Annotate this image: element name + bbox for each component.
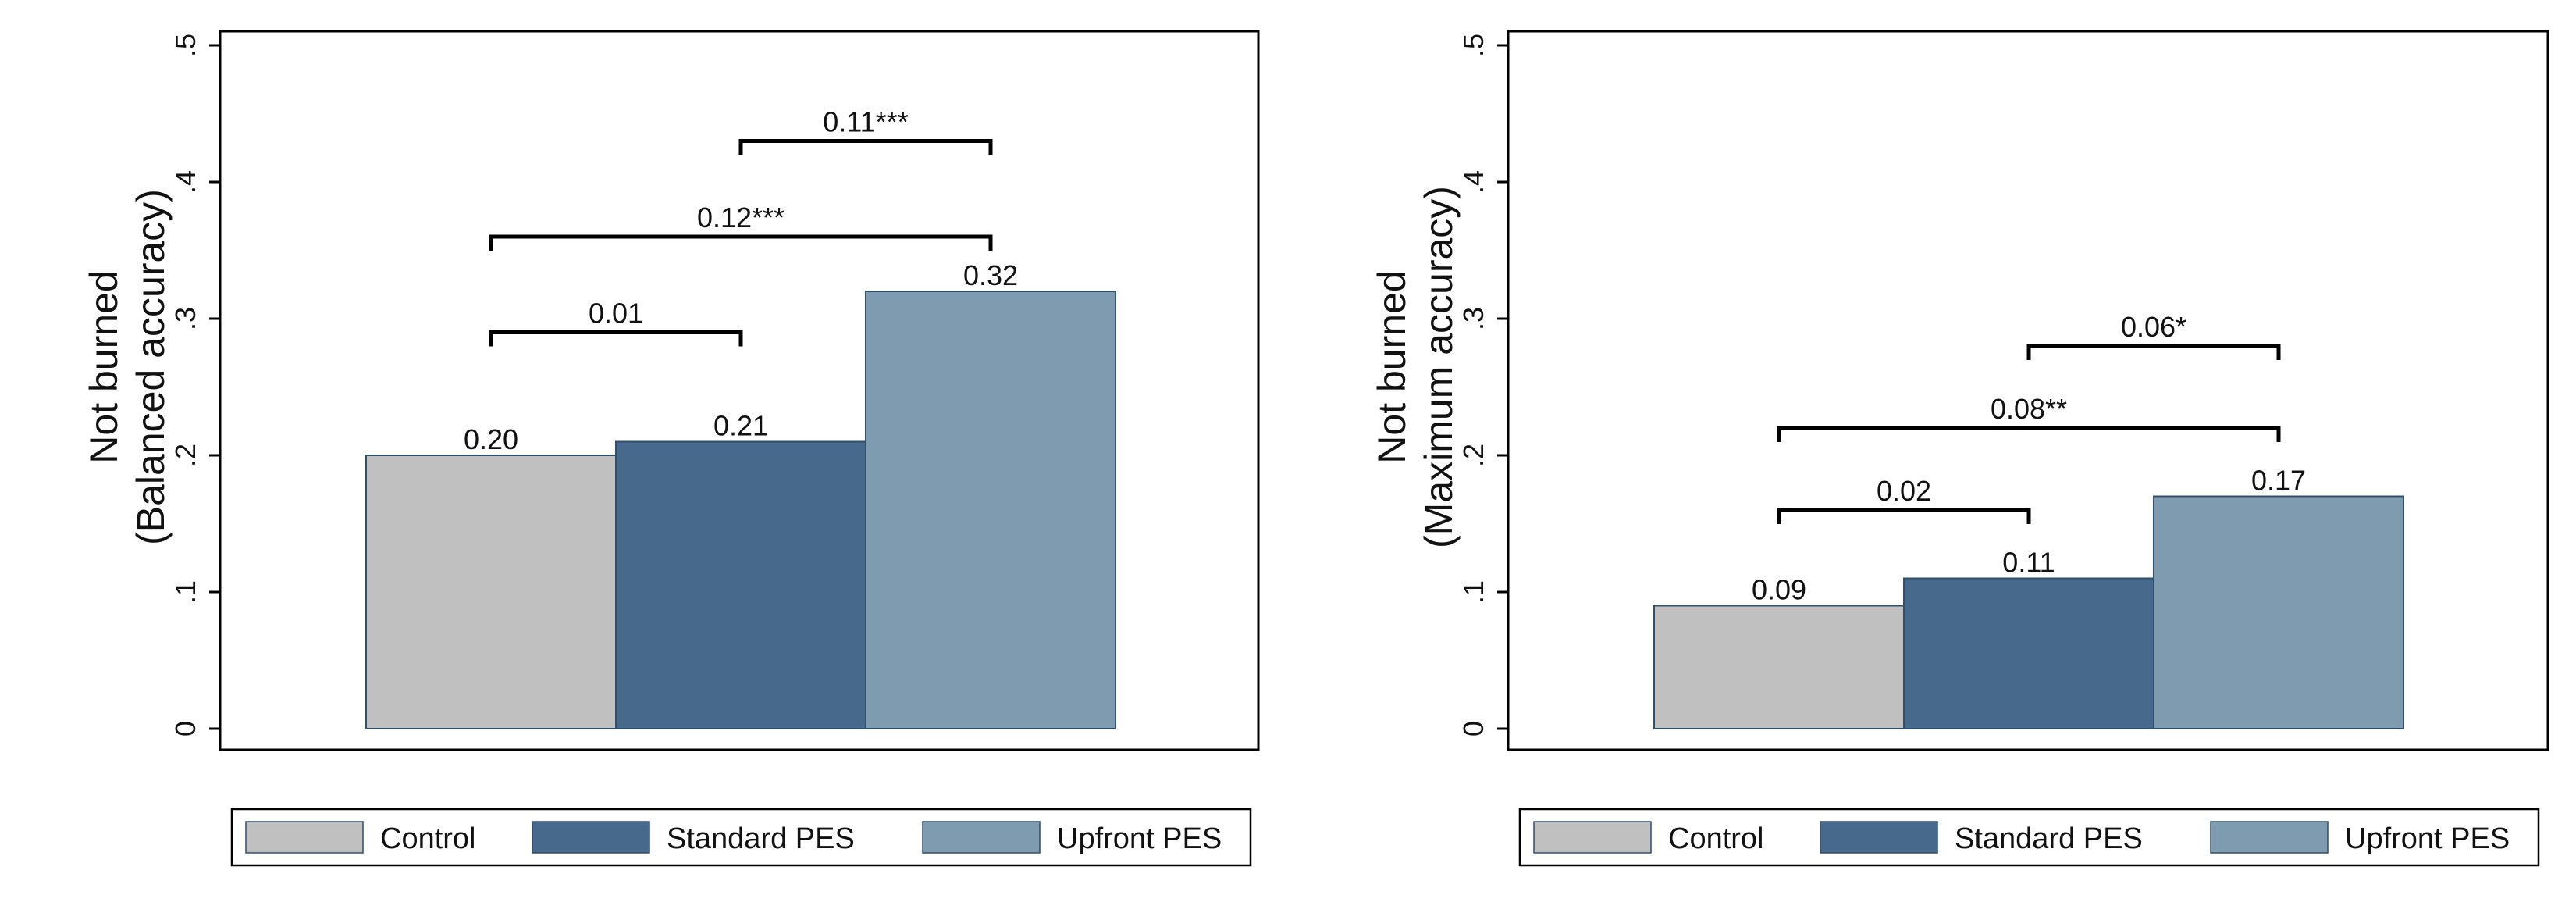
legend: Control Standard PES Upfront PES [230, 808, 1252, 867]
comparison-bracket [489, 234, 993, 251]
comparison-bracket [489, 330, 743, 347]
y-tick-label: .4 [169, 170, 201, 194]
comparison-bracket [1777, 426, 2281, 442]
y-tick-label: .4 [1457, 170, 1489, 194]
legend: Control Standard PES Upfront PES [1518, 808, 2540, 867]
comparison-bracket [2026, 344, 2281, 360]
bar-standard-pes [615, 440, 866, 729]
comparison-label: 0.11*** [823, 106, 908, 138]
bar-value-label: 0.20 [464, 423, 518, 455]
legend-box [230, 808, 1252, 867]
comparison-label: 0.12*** [697, 202, 785, 234]
y-axis-label: (Balanced accuracy) [129, 189, 173, 545]
y-tick-label: .2 [169, 444, 201, 467]
legend-label: Standard PES [667, 822, 855, 855]
plot-frame [219, 30, 1260, 751]
legend-label: Upfront PES [1057, 822, 1222, 855]
comparison-label: 0.06* [2121, 311, 2186, 343]
bar-standard-pes [1903, 577, 2154, 729]
legend-swatch [922, 821, 1041, 854]
bar-value-label: 0.32 [963, 259, 1018, 291]
bar-value-label: 0.11 [2002, 547, 2055, 579]
plot-frame [1507, 30, 2549, 751]
y-tick-label: .5 [1457, 34, 1489, 57]
y-axis-label: Not burned [1370, 270, 1414, 463]
y-tick-label: .3 [169, 307, 201, 330]
legend-label: Control [1668, 822, 1764, 855]
y-tick-label: .3 [1457, 307, 1489, 330]
y-tick-label: .2 [1457, 444, 1489, 467]
bar-upfront-pes [865, 291, 1116, 729]
legend-label: Standard PES [1955, 822, 2143, 855]
bar-upfront-pes [2153, 495, 2404, 729]
bar-value-label: 0.17 [2251, 465, 2306, 497]
y-tick-label: .5 [169, 34, 201, 57]
y-tick-label: .1 [169, 580, 201, 604]
y-axis-label: (Maximum accuracy) [1417, 186, 1461, 548]
legend-swatch [1533, 821, 1652, 854]
bar-value-label: 0.09 [1752, 574, 1806, 606]
bar-control [365, 455, 617, 729]
legend-swatch [245, 821, 364, 854]
comparison-label: 0.01 [589, 298, 643, 330]
y-tick-label: 0 [1457, 721, 1489, 736]
y-tick-label: .1 [1457, 580, 1489, 604]
legend-swatch [1820, 821, 1938, 854]
legend-swatch [532, 821, 650, 854]
comparison-label: 0.02 [1877, 475, 1931, 507]
comparison-label: 0.08** [1991, 393, 2067, 425]
legend-box [1518, 808, 2540, 867]
y-axis-label: Not burned [82, 270, 126, 463]
comparison-bracket [1777, 508, 2031, 524]
chart-panel-2: 0 .1 .2 .3 .4 .5 Not burned (Maximum accuracy) 0… [1370, 30, 2549, 867]
legend-label: Upfront PES [2345, 822, 2510, 855]
bar-control [1653, 605, 1905, 729]
comparison-bracket [738, 139, 993, 155]
y-tick-label: 0 [169, 721, 201, 736]
chart-panel-1: 0 .1 .2 .3 .4 .5 Not burned (Balanced accuracy)… [82, 30, 1260, 867]
legend-swatch [2210, 821, 2329, 854]
bar-value-label: 0.21 [713, 410, 768, 442]
legend-label: Control [380, 822, 476, 855]
